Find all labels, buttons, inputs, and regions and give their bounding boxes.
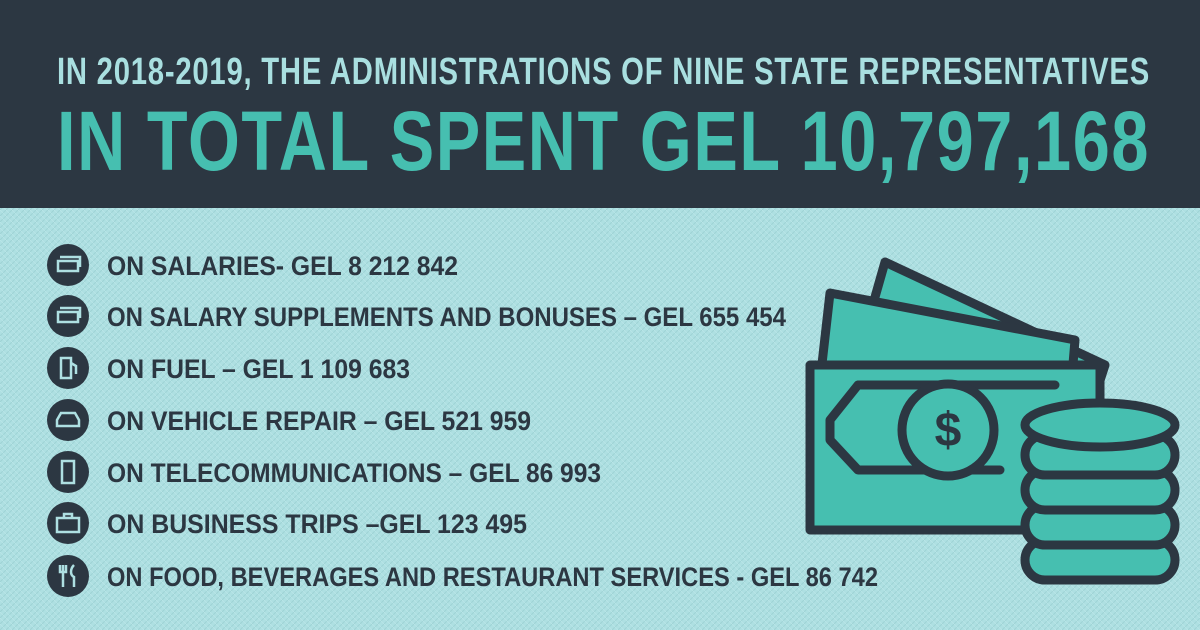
item-list: ON SALARIES- GEL 8 212 842 ON SALARY SUPP…: [47, 244, 878, 597]
item-icon-glyph: [55, 512, 81, 534]
item-text: ON VEHICLE REPAIR – GEL 521 959: [107, 406, 531, 436]
item-text: ON SALARY SUPPLEMENTS AND BONUSES – GEL …: [107, 302, 786, 332]
item-icon-glyph: [58, 564, 76, 587]
item-icon-glyph: [56, 255, 82, 273]
item: ON SALARY SUPPLEMENTS AND BONUSES – GEL …: [47, 295, 786, 337]
item-icon: [47, 347, 89, 389]
header-background: [0, 0, 1200, 208]
item-icon-glyph: [59, 356, 78, 380]
item-icon-glyph: [56, 306, 82, 324]
item-icon-glyph: [55, 411, 81, 428]
item: ON TELECOMMUNICATIONS – GEL 86 993: [47, 451, 601, 493]
item-icon: [47, 451, 89, 493]
header-line2: IN TOTAL SPENT GEL 10,797,168: [57, 94, 1150, 188]
item-text: ON TELECOMMUNICATIONS – GEL 86 993: [107, 458, 601, 488]
header-line1: IN 2018-2019, THE ADMINISTRATIONS OF NIN…: [57, 51, 1150, 93]
item-icon: [47, 399, 89, 441]
svg-text:$: $: [935, 404, 962, 457]
item-icon: [47, 244, 89, 286]
money-illustration: $: [805, 257, 1180, 585]
item-text: ON SALARIES- GEL 8 212 842: [107, 251, 458, 281]
item: ON SALARIES- GEL 8 212 842: [47, 244, 458, 286]
item: ON FUEL – GEL 1 109 683: [47, 347, 410, 389]
item: ON VEHICLE REPAIR – GEL 521 959: [47, 399, 531, 441]
item: ON FOOD, BEVERAGES AND RESTAURANT SERVIC…: [47, 555, 878, 597]
item-text: ON BUSINESS TRIPS –GEL 123 495: [107, 509, 527, 539]
item-icon: [47, 295, 89, 337]
item-text: ON FOOD, BEVERAGES AND RESTAURANT SERVIC…: [107, 562, 878, 592]
item-icon: [47, 555, 89, 597]
item-icon: [47, 502, 89, 544]
item-icon-glyph: [60, 459, 76, 485]
item-text: ON FUEL – GEL 1 109 683: [107, 354, 410, 384]
item: ON BUSINESS TRIPS –GEL 123 495: [47, 502, 527, 544]
